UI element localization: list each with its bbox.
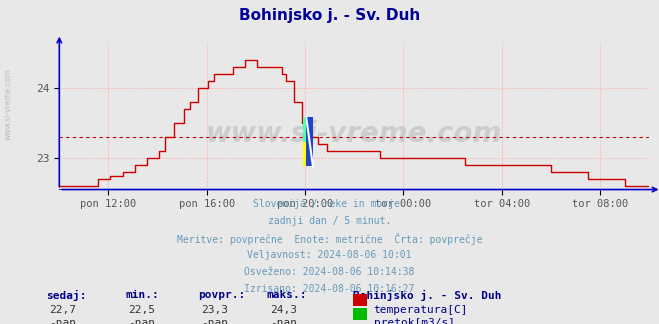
Text: Bohinjsko j. - Sv. Duh: Bohinjsko j. - Sv. Duh bbox=[353, 290, 501, 301]
Text: Bohinjsko j. - Sv. Duh: Bohinjsko j. - Sv. Duh bbox=[239, 8, 420, 23]
Text: www.si-vreme.com: www.si-vreme.com bbox=[206, 120, 502, 147]
Text: pretok[m3/s]: pretok[m3/s] bbox=[374, 318, 455, 324]
Text: Osveženo: 2024-08-06 10:14:38: Osveženo: 2024-08-06 10:14:38 bbox=[244, 267, 415, 277]
Text: temperatura[C]: temperatura[C] bbox=[374, 305, 468, 315]
Text: -nan: -nan bbox=[49, 318, 76, 324]
Bar bbox=[306, 117, 313, 167]
Text: maks.:: maks.: bbox=[267, 290, 307, 300]
Text: Meritve: povprečne  Enote: metrične  Črta: povprečje: Meritve: povprečne Enote: metrične Črta:… bbox=[177, 233, 482, 245]
Bar bbox=[302, 117, 306, 142]
Text: Izrisano: 2024-08-06 10:16:27: Izrisano: 2024-08-06 10:16:27 bbox=[244, 284, 415, 294]
Text: zadnji dan / 5 minut.: zadnji dan / 5 minut. bbox=[268, 216, 391, 226]
Text: 24,3: 24,3 bbox=[270, 305, 297, 315]
Text: -nan: -nan bbox=[270, 318, 297, 324]
Text: -nan: -nan bbox=[201, 318, 228, 324]
Bar bbox=[302, 117, 308, 167]
Text: Slovenija / reke in morje.: Slovenija / reke in morje. bbox=[253, 199, 406, 209]
Text: 22,5: 22,5 bbox=[129, 305, 156, 315]
Text: min.:: min.: bbox=[125, 290, 159, 300]
Text: www.si-vreme.com: www.si-vreme.com bbox=[3, 68, 13, 140]
Text: sedaj:: sedaj: bbox=[46, 290, 86, 301]
Text: 23,3: 23,3 bbox=[201, 305, 228, 315]
Text: -nan: -nan bbox=[129, 318, 156, 324]
Text: Veljavnost: 2024-08-06 10:01: Veljavnost: 2024-08-06 10:01 bbox=[247, 250, 412, 260]
Text: 22,7: 22,7 bbox=[49, 305, 76, 315]
Text: povpr.:: povpr.: bbox=[198, 290, 245, 300]
